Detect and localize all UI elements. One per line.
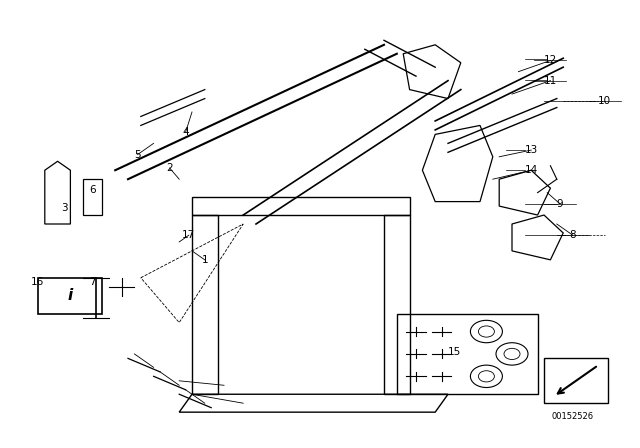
Text: 9: 9 [557, 199, 563, 209]
Text: 15: 15 [448, 347, 461, 357]
Text: 16: 16 [31, 277, 44, 287]
Text: 7: 7 [90, 277, 96, 287]
Text: 2: 2 [166, 163, 173, 173]
Text: 11: 11 [544, 76, 557, 86]
Text: 3: 3 [61, 203, 67, 213]
Text: i: i [68, 288, 73, 303]
Text: 4: 4 [182, 127, 189, 137]
Text: 1: 1 [202, 255, 208, 265]
Text: 12: 12 [544, 56, 557, 65]
Text: 17: 17 [182, 230, 195, 240]
Bar [38, 278, 102, 314]
Text: 14: 14 [525, 165, 538, 175]
Text: 10: 10 [598, 96, 611, 106]
Text: 8: 8 [570, 230, 576, 240]
Text: 13: 13 [525, 145, 538, 155]
Bar [544, 358, 608, 403]
Text: 6: 6 [90, 185, 96, 195]
Text: 5: 5 [134, 150, 141, 159]
Bar [397, 314, 538, 394]
Text: 00152526: 00152526 [552, 412, 594, 421]
